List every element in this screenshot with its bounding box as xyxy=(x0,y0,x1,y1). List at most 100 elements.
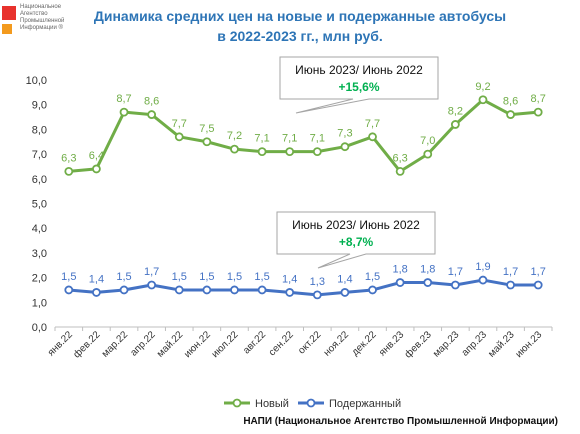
y-tick-label: 8,0 xyxy=(32,124,47,136)
x-tick-label: апр.22 xyxy=(128,329,158,359)
x-tick-label: окт.22 xyxy=(296,329,323,356)
data-point xyxy=(395,278,405,287)
data-label: 6,4 xyxy=(89,150,104,162)
series-line-2 xyxy=(68,278,539,297)
data-label: 1,4 xyxy=(282,273,297,285)
data-label: 1,7 xyxy=(144,266,159,278)
data-label: 1,8 xyxy=(420,264,435,276)
x-tick-label: янв.23 xyxy=(377,329,406,358)
legend-marker-1 xyxy=(232,398,242,408)
x-tick-label: апр.23 xyxy=(460,329,490,359)
data-point xyxy=(147,110,157,119)
x-tick-label: сен.22 xyxy=(267,329,296,358)
data-point xyxy=(92,288,101,297)
callout-new-box xyxy=(279,56,439,114)
y-tick-label: 0,0 xyxy=(32,322,47,334)
data-label: 6,3 xyxy=(392,152,407,164)
data-point xyxy=(174,132,184,142)
y-tick-label: 5,0 xyxy=(32,199,47,211)
callout-new-label: Июнь 2023/ Июнь 2022 xyxy=(295,63,423,77)
callout-used-label: Июнь 2023/ Июнь 2022 xyxy=(292,218,420,232)
chart-title-line1: Динамика средних цен на новые и подержан… xyxy=(93,8,507,24)
data-point xyxy=(533,107,543,117)
data-label: 1,5 xyxy=(61,271,76,283)
x-tick-label: июн.22 xyxy=(182,329,213,360)
callout-used-value: +8,7% xyxy=(339,235,374,249)
data-label: 1,5 xyxy=(116,271,131,283)
data-point xyxy=(450,120,460,129)
chart-title-line2: в 2022-2023 гг., млн руб. xyxy=(217,28,383,44)
x-tick-label: мар.22 xyxy=(100,329,131,360)
data-point xyxy=(64,166,74,176)
data-label: 1,5 xyxy=(172,271,187,283)
data-label: 1,9 xyxy=(475,261,490,273)
data-label: 7,0 xyxy=(420,135,435,147)
series-line-1 xyxy=(68,98,539,173)
data-point xyxy=(202,285,212,295)
data-label: 6,3 xyxy=(61,152,76,164)
data-point xyxy=(119,285,129,295)
data-label: 8,7 xyxy=(116,93,131,105)
data-label: 1,5 xyxy=(199,271,214,283)
y-tick-label: 7,0 xyxy=(32,149,47,161)
y-tick-label: 9,0 xyxy=(32,100,47,112)
data-point xyxy=(230,144,239,154)
data-point xyxy=(395,166,405,176)
napi-logo: Национальное Агентство Промышленной Инфо… xyxy=(2,2,82,42)
data-point xyxy=(257,285,267,295)
data-point xyxy=(285,147,295,157)
legend-label-2: Подержанный xyxy=(329,398,401,410)
data-label: 7,1 xyxy=(282,133,297,145)
data-point xyxy=(450,280,460,290)
callout-used-box xyxy=(276,211,436,269)
data-label: 9,2 xyxy=(475,81,490,93)
data-point xyxy=(506,280,515,290)
data-point xyxy=(92,164,101,174)
logo-mark-red xyxy=(2,6,16,20)
x-tick-label: янв.22 xyxy=(46,329,75,358)
y-tick-label: 2,0 xyxy=(32,273,47,285)
data-label: 1,8 xyxy=(392,264,407,276)
data-point xyxy=(340,142,350,152)
data-point xyxy=(423,278,433,287)
data-point xyxy=(312,147,322,157)
data-label: 1,5 xyxy=(365,271,380,283)
x-tick-label: ноя.22 xyxy=(322,329,352,359)
x-tick-label: май.23 xyxy=(486,329,517,360)
source-footer: НАПИ (Национальное Агентство Промышленно… xyxy=(243,416,558,427)
data-label: 1,7 xyxy=(531,266,546,278)
data-label: 7,7 xyxy=(365,118,380,130)
data-label: 7,5 xyxy=(199,123,214,135)
data-point xyxy=(174,285,184,295)
x-tick-label: фев.23 xyxy=(402,328,434,360)
x-tick-label: июн.23 xyxy=(514,329,545,360)
data-label: 1,3 xyxy=(310,276,325,288)
data-point xyxy=(257,147,267,157)
data-label: 7,1 xyxy=(254,133,269,145)
data-point xyxy=(506,110,515,119)
data-point xyxy=(64,285,74,295)
x-tick-label: фев.22 xyxy=(71,328,103,360)
logo-text: Национальное Агентство Промышленной Инфо… xyxy=(20,4,65,31)
data-label: 8,6 xyxy=(503,96,518,108)
data-point xyxy=(478,275,488,285)
data-label: 1,7 xyxy=(448,266,463,278)
data-label: 7,7 xyxy=(172,118,187,130)
data-label: 1,5 xyxy=(254,271,269,283)
data-label: 8,7 xyxy=(531,93,546,105)
data-point xyxy=(368,285,377,295)
data-point xyxy=(340,288,350,297)
data-point xyxy=(312,290,322,300)
data-label: 1,4 xyxy=(337,273,352,285)
y-tick-label: 6,0 xyxy=(32,174,47,186)
x-tick-label: май.22 xyxy=(155,329,186,360)
data-point xyxy=(230,285,239,295)
data-label: 8,6 xyxy=(144,96,159,108)
data-point xyxy=(285,288,295,297)
data-point xyxy=(147,280,157,290)
chart-title: Динамика средних цен на новые и подержан… xyxy=(90,6,510,46)
y-tick-label: 3,0 xyxy=(32,248,47,260)
data-point xyxy=(533,280,543,290)
data-label: 1,7 xyxy=(503,266,518,278)
legend-label-1: Новый xyxy=(255,398,289,410)
